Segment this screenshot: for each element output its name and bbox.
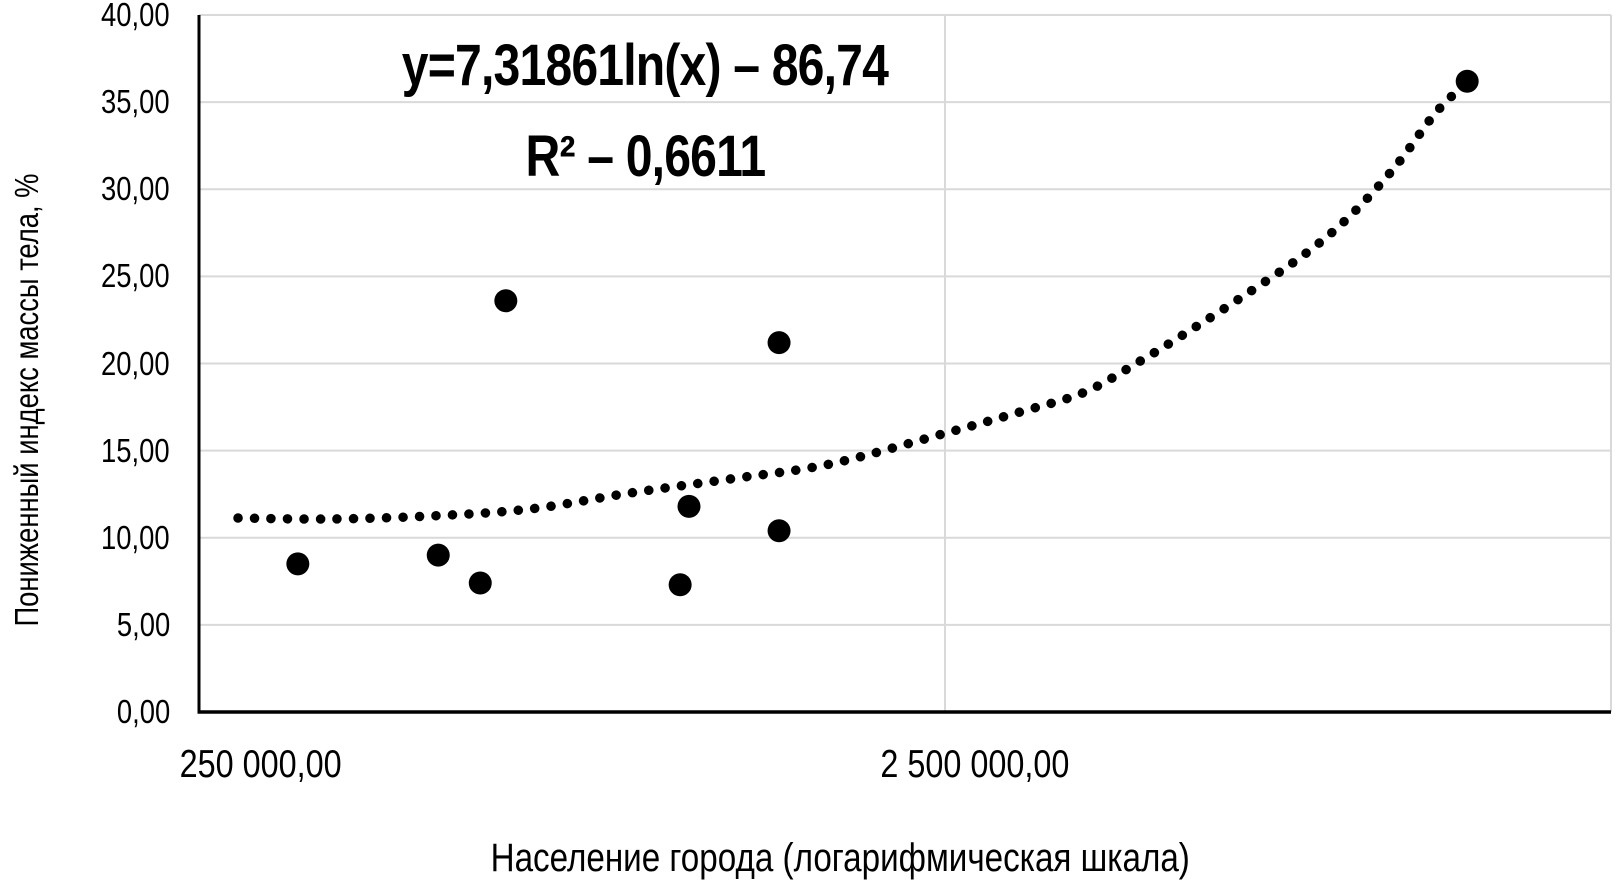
- y-tick-label-value: 15,00: [101, 431, 170, 469]
- x-axis-title: Население города (логарифмическая шкала): [340, 836, 1340, 881]
- y-tick-label-value: 30,00: [101, 170, 170, 208]
- y-tick-label: 20,00: [0, 344, 170, 382]
- r-squared-text-value: R² – 0,6611: [525, 124, 766, 189]
- y-tick-label: 30,00: [0, 171, 170, 207]
- x-tick-label-value: 2 500 000,00: [880, 743, 1070, 786]
- y-tick-label-value: 20,00: [101, 344, 170, 382]
- y-tick-label-value: 0,00: [116, 693, 170, 730]
- scatter-point: [677, 494, 701, 518]
- y-tick-label: 5,00: [0, 605, 170, 643]
- x-tick-label: 250 000,00: [111, 744, 411, 786]
- r-squared-text: R² – 0,6611: [345, 111, 945, 202]
- scatter-point: [426, 543, 450, 567]
- scatter-point: [767, 331, 791, 355]
- x-tick-label: 2 500 000,00: [825, 744, 1125, 786]
- equation-text: y=7,31861ln(x) – 86,74: [345, 20, 945, 111]
- y-tick-label: 40,00: [0, 0, 170, 33]
- y-tick-label: 10,00: [0, 518, 170, 556]
- scatter-point: [1455, 69, 1479, 93]
- x-tick-label-value: 250 000,00: [179, 743, 343, 786]
- scatter-point: [468, 571, 492, 595]
- trendline-dotted: [233, 87, 1461, 524]
- equation-text-value: y=7,31861ln(x) – 86,74: [401, 33, 889, 98]
- y-tick-label-value: 10,00: [101, 518, 170, 556]
- y-tick-label-value: 40,00: [101, 0, 170, 33]
- y-tick-label: 25,00: [0, 258, 170, 294]
- scatter-point: [668, 573, 692, 597]
- trendline-equation: y=7,31861ln(x) – 86,74 R² – 0,6611: [345, 20, 945, 202]
- y-tick-label-value: 35,00: [101, 83, 170, 121]
- y-tick-label: 0,00: [0, 694, 170, 730]
- y-axis-title: Пониженный индекс массы тела, %: [8, 173, 45, 627]
- y-tick-label: 15,00: [0, 431, 170, 469]
- scatter-point: [494, 289, 518, 313]
- y-tick-label-value: 5,00: [116, 605, 170, 643]
- scatter-point: [767, 519, 791, 543]
- y-tick-label: 35,00: [0, 84, 170, 120]
- scatter-point: [286, 552, 310, 576]
- y-tick-label-value: 25,00: [101, 257, 170, 295]
- x-axis-title-value: Население города (логарифмическая шкала): [490, 836, 1190, 880]
